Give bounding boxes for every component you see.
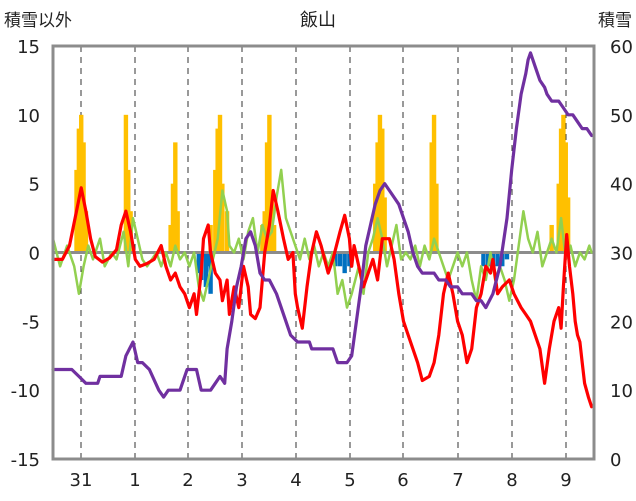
chart-title: 飯山: [300, 10, 336, 31]
snowfall-bar: [561, 114, 566, 253]
negative-bar: [481, 252, 486, 267]
snowfall-bar: [76, 128, 82, 253]
right-tick-label: 50: [610, 106, 633, 127]
x-axis-day-labels: 31 1 2 3 4 5 6 7 8 9: [70, 470, 572, 491]
left-tick-label: 15: [17, 37, 40, 58]
negative-bar: [495, 252, 500, 267]
day-label: 3: [236, 470, 247, 491]
snowfall-bar: [429, 142, 434, 253]
snowfall-bar: [126, 169, 131, 253]
snowfall-bar: [175, 211, 180, 253]
left-tick-label: -15: [11, 450, 40, 471]
day-label: 2: [182, 470, 193, 491]
right-tick-label: 40: [610, 175, 633, 196]
snowfall-bar: [213, 169, 218, 253]
right-axis-label: 積雪: [598, 11, 632, 31]
snowfall-bar: [224, 211, 230, 253]
plot-frame: [51, 44, 596, 461]
negative-bar: [206, 252, 211, 267]
left-tick-label: 0: [29, 244, 40, 265]
snowfall-bar: [215, 128, 220, 253]
day-label: 6: [397, 470, 408, 491]
left-tick-label: 5: [29, 175, 40, 196]
day-label: 7: [452, 470, 463, 491]
series-lines: [51, 51, 594, 409]
right-tick-label: 20: [610, 312, 633, 333]
snowfall-bars: [74, 114, 571, 294]
day-label: 1: [129, 470, 140, 491]
snowfall-bar: [123, 114, 129, 253]
left-tick-label: -5: [22, 312, 40, 333]
series-line-0: [51, 186, 594, 409]
snowfall-bar: [565, 197, 571, 253]
negative-bar: [342, 252, 347, 274]
snowfall-bar: [220, 183, 225, 253]
snowfall-bar: [380, 128, 385, 253]
day-label: 5: [344, 470, 355, 491]
negative-bar: [347, 252, 352, 267]
snowfall-bar: [563, 142, 568, 253]
right-tick-label: 60: [610, 37, 633, 58]
vertical-gridlines: [80, 46, 567, 459]
snowfall-bar: [260, 224, 265, 253]
snowfall-bar: [264, 142, 270, 253]
negative-bar: [504, 252, 510, 260]
snowfall-bar: [373, 183, 378, 253]
right-tick-label: 10: [610, 381, 633, 402]
negative-bar: [196, 252, 202, 274]
negative-bar: [203, 252, 209, 287]
right-tick-label: 30: [610, 244, 633, 265]
negative-bar: [337, 252, 343, 267]
left-axis-label: 積雪以外: [4, 11, 72, 31]
snowfall-bar: [83, 211, 89, 253]
snowfall-bar: [267, 114, 272, 253]
snowfall-bar: [431, 114, 437, 253]
snowfall-bar: [377, 114, 383, 253]
right-axis-ticks: 60 50 40 30 20 10 0: [610, 37, 633, 471]
snowfall-bar: [173, 142, 178, 253]
day-label: 4: [290, 470, 301, 491]
snowfall-bar: [382, 197, 387, 253]
snowfall-bar: [217, 114, 223, 253]
snowfall-bar: [434, 183, 439, 253]
snowfall-bar: [170, 183, 176, 253]
left-tick-label: 10: [17, 106, 40, 127]
negative-bar: [333, 252, 338, 267]
day-label: 9: [560, 470, 571, 491]
day-label: 31: [70, 470, 93, 491]
left-axis-ticks: 15 10 5 0 -5 -10 -15: [11, 37, 40, 471]
left-tick-label: -10: [11, 381, 40, 402]
snowfall-bar: [558, 128, 564, 253]
series-line-2: [51, 51, 594, 399]
right-tick-label: 0: [610, 450, 621, 471]
snowfall-bar: [556, 183, 561, 253]
snowfall-bar: [168, 224, 173, 253]
snowfall-bar: [271, 224, 277, 253]
day-label: 8: [506, 470, 517, 491]
snowfall-bar: [79, 114, 84, 253]
plot-border: [51, 44, 596, 461]
